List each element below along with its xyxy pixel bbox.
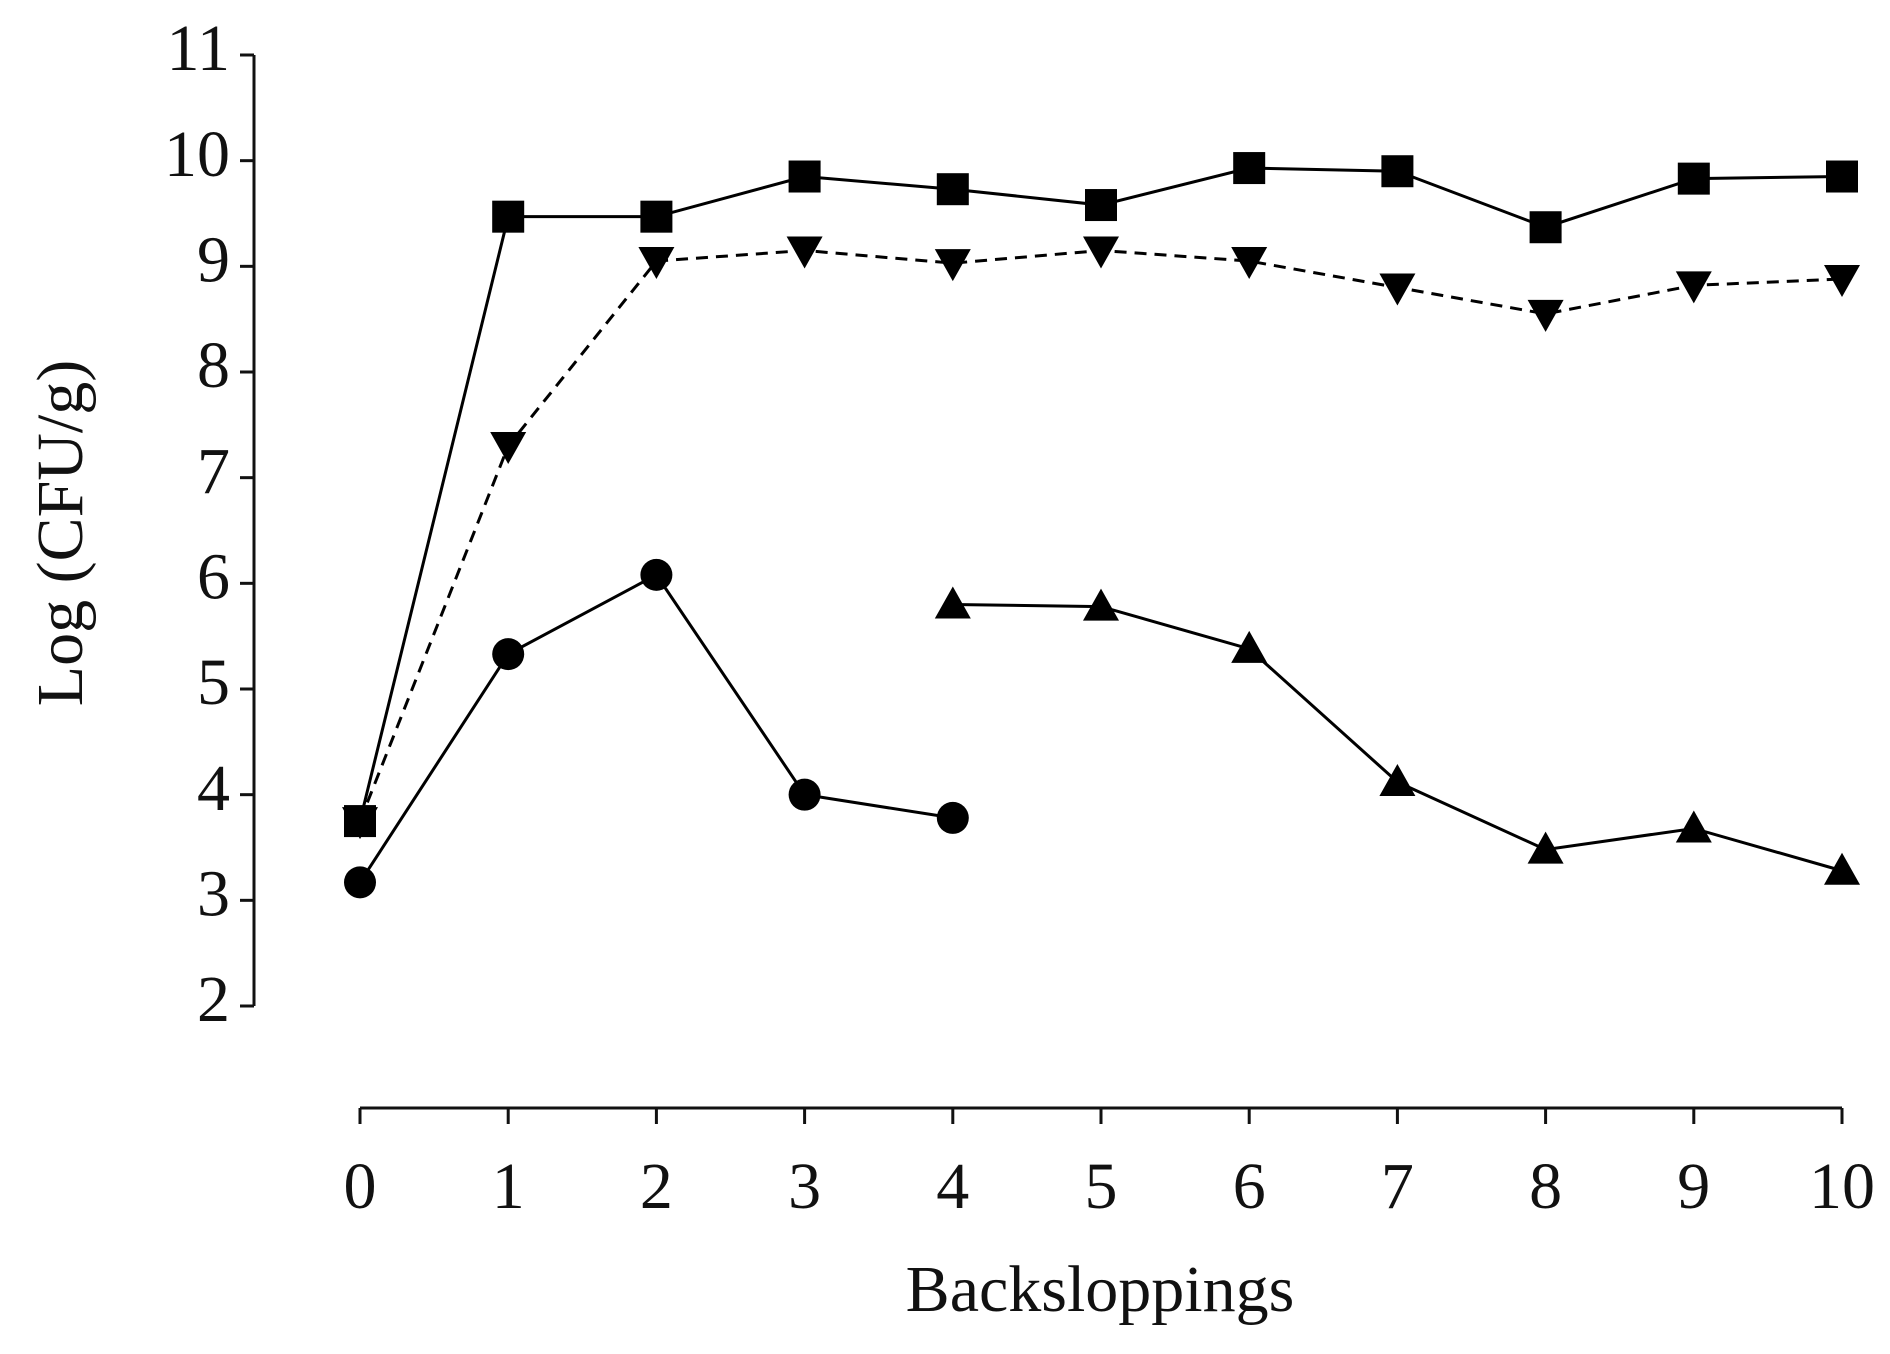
- marker: [934, 586, 971, 619]
- x-tick-label: 8: [1529, 1150, 1562, 1223]
- marker: [1233, 152, 1266, 185]
- marker: [490, 431, 527, 464]
- x-tick-label: 6: [1233, 1150, 1266, 1223]
- marker: [1675, 810, 1712, 843]
- marker: [640, 558, 673, 591]
- series-line: [952, 602, 1843, 873]
- marker: [1379, 763, 1416, 796]
- y-tick-label: 2: [197, 963, 230, 1036]
- y-tick-label: 8: [197, 329, 230, 402]
- marker: [934, 249, 971, 282]
- marker: [1083, 588, 1119, 621]
- y-tick-label: 11: [166, 12, 230, 85]
- x-tick-label: 2: [640, 1150, 673, 1223]
- marker: [492, 638, 525, 671]
- y-tick-label: 6: [197, 540, 230, 613]
- x-axis-label: Backsloppings: [906, 1253, 1295, 1326]
- marker: [1527, 299, 1564, 332]
- marker: [1826, 160, 1858, 193]
- marker: [788, 160, 821, 193]
- marker: [1085, 189, 1117, 222]
- marker: [1675, 271, 1712, 304]
- marker: [1083, 236, 1119, 269]
- marker: [1231, 630, 1268, 663]
- marker: [786, 236, 823, 269]
- series-line: [358, 572, 954, 884]
- x-tick-label: 4: [936, 1150, 969, 1223]
- marker: [936, 173, 969, 206]
- marker: [342, 807, 378, 840]
- marker: [1824, 265, 1860, 298]
- y-tick-label: 7: [197, 435, 230, 508]
- x-tick-label: 1: [492, 1150, 525, 1223]
- x-tick-label: 0: [344, 1150, 377, 1223]
- x-tick-label: 5: [1085, 1150, 1118, 1223]
- x-tick-label: 7: [1381, 1150, 1414, 1223]
- marker: [640, 200, 673, 233]
- marker: [1527, 831, 1564, 864]
- marker: [1379, 273, 1416, 306]
- y-axis-label: Log (CFU/g): [24, 360, 97, 707]
- y-tick-label: 9: [197, 223, 230, 296]
- marker: [1529, 211, 1562, 244]
- marker: [1231, 247, 1268, 280]
- x-tick-label: 3: [788, 1150, 821, 1223]
- y-tick-label: 10: [164, 118, 230, 191]
- y-tick-label: 4: [197, 752, 230, 825]
- marker: [1824, 852, 1860, 885]
- marker: [1381, 155, 1414, 188]
- marker: [1677, 162, 1710, 195]
- marker: [344, 866, 376, 899]
- x-tick-label: 9: [1677, 1150, 1710, 1223]
- marker: [638, 247, 675, 280]
- marker: [492, 200, 525, 233]
- y-tick-label: 5: [197, 646, 230, 719]
- marker: [936, 801, 969, 834]
- x-tick-label: 10: [1809, 1150, 1875, 1223]
- series-line: [358, 248, 1843, 822]
- marker: [788, 778, 821, 811]
- y-tick-label: 3: [197, 857, 230, 930]
